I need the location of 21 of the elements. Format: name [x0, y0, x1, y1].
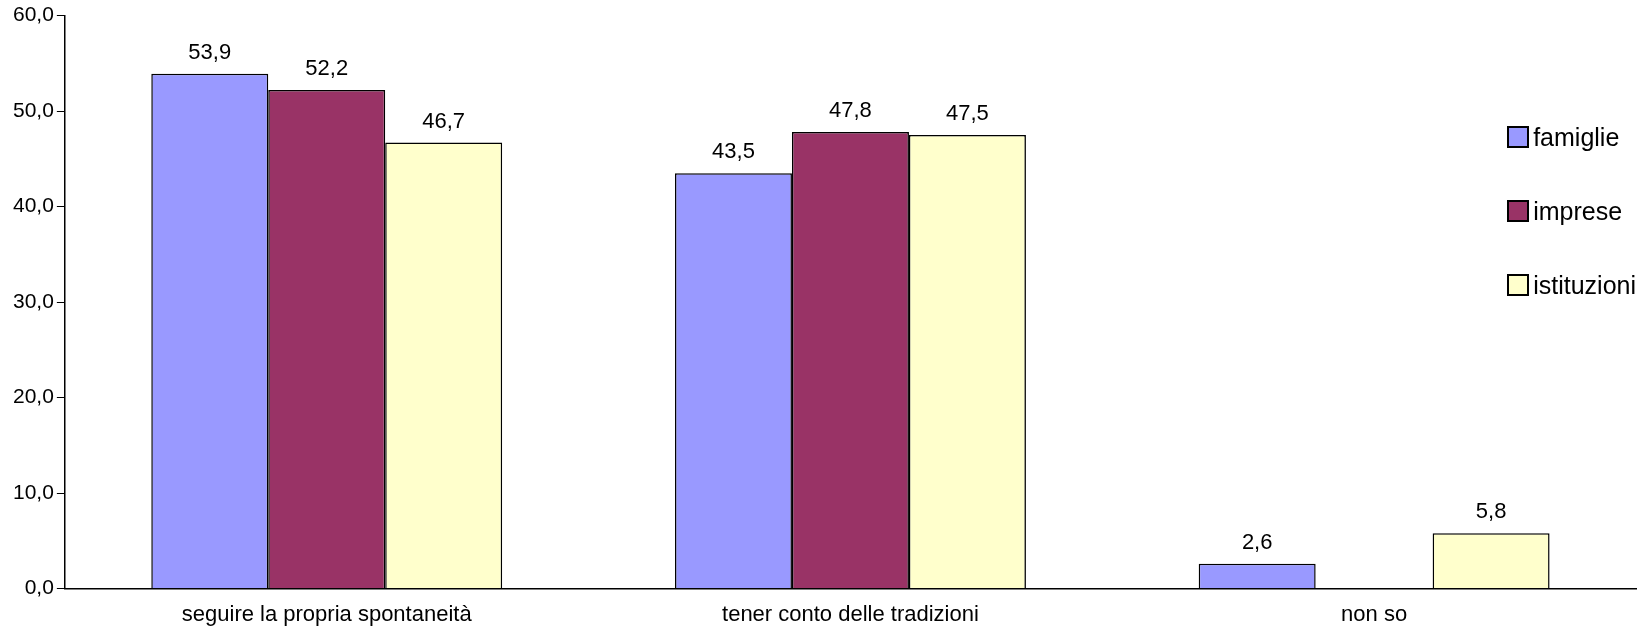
data-label: 53,9 — [188, 38, 232, 64]
x-tick-label: non so — [1341, 600, 1408, 626]
x-tick-label: seguire la propria spontaneità — [181, 600, 473, 626]
y-tick-label: 0,0 — [24, 575, 54, 599]
data-label: 47,8 — [829, 97, 872, 123]
y-tick-label: 50,0 — [13, 97, 54, 121]
legend-label: famiglie — [1533, 122, 1620, 152]
y-tick-label: 10,0 — [13, 479, 54, 503]
y-tick-label: 20,0 — [13, 384, 54, 408]
data-label: 43,5 — [712, 138, 755, 164]
y-tick-label: 60,0 — [13, 2, 54, 26]
data-label: 46,7 — [422, 107, 466, 133]
legend-label: istituzioni — [1533, 270, 1636, 300]
data-label: 2,6 — [1241, 528, 1273, 554]
y-tick-label: 40,0 — [13, 193, 54, 217]
x-tick-label: tener conto delle tradizioni — [722, 600, 979, 626]
data-label: 47,5 — [945, 100, 989, 126]
legend-label: imprese — [1533, 196, 1623, 226]
data-label: 5,8 — [1475, 498, 1507, 524]
data-label: 52,2 — [305, 55, 349, 81]
y-tick-label: 30,0 — [13, 288, 54, 312]
